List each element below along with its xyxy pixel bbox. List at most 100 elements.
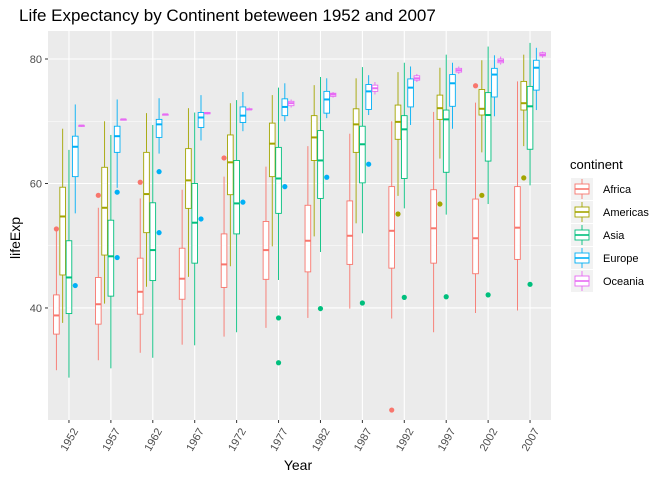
box-oceania-1992 — [413, 73, 421, 83]
box-europe-1987 — [365, 75, 372, 167]
x-tick-label: 1977 — [268, 426, 291, 453]
outlier-point — [395, 211, 401, 217]
box-europe-1967 — [197, 95, 205, 222]
legend-item-americas: Americas — [571, 201, 649, 223]
outlier-point — [472, 83, 479, 89]
box-asia-1992 — [401, 62, 408, 300]
box-africa-1982 — [304, 146, 312, 318]
legend-label: Asia — [603, 230, 625, 242]
box-asia-1982 — [317, 77, 324, 312]
outlier-point — [156, 230, 162, 236]
box-oceania-1967 — [204, 111, 211, 115]
box-americas-1957 — [101, 121, 108, 304]
box-europe-1962 — [155, 98, 163, 236]
outlier-point — [317, 305, 324, 312]
box-asia-1972 — [233, 100, 240, 333]
box-americas-1987 — [352, 78, 360, 224]
box-oceania-1977 — [287, 99, 295, 108]
box-body — [514, 186, 521, 260]
plot-panel — [48, 31, 551, 420]
box-body — [149, 202, 157, 282]
box-americas-2002 — [478, 60, 486, 198]
box-body — [472, 198, 479, 275]
outlier-point — [366, 161, 372, 167]
legend: continent Africa Americas Asia Europe Oceani… — [570, 157, 649, 292]
box-africa-2007 — [514, 81, 521, 311]
box-body — [526, 85, 534, 150]
box-body — [388, 186, 395, 269]
box-body — [233, 160, 240, 235]
box-body — [346, 200, 354, 265]
legend-title: continent — [570, 157, 623, 172]
box-body — [401, 115, 408, 179]
box-asia-2007 — [526, 42, 534, 287]
box-europe-1972 — [239, 91, 247, 205]
box-europe-1952 — [71, 104, 79, 289]
outlier-point — [156, 169, 162, 175]
box-americas-1997 — [436, 67, 444, 207]
y-axis: 40 60 80 — [30, 54, 48, 315]
box-asia-1967 — [191, 112, 198, 346]
outlier-point — [275, 360, 282, 366]
box-body — [71, 135, 79, 178]
box-africa-2002 — [472, 83, 479, 313]
box-body — [484, 92, 492, 162]
y-tick-label: 60 — [30, 178, 42, 190]
outlier-point — [324, 174, 330, 180]
box-body — [520, 80, 528, 111]
box-body — [533, 59, 540, 91]
legend-label: Oceania — [603, 276, 645, 288]
box-oceania-2007 — [539, 51, 546, 58]
x-tick-label: 1967 — [184, 426, 207, 453]
box-europe-1957 — [113, 99, 121, 261]
box-africa-1962 — [136, 179, 144, 353]
outlier-point — [479, 192, 485, 198]
box-body — [107, 219, 115, 297]
x-tick-label: 2002 — [478, 426, 501, 453]
x-axis: 1952 1957 1962 1967 1972 1977 1982 1987 1992 1997… — [59, 420, 543, 454]
box-americas-1962 — [143, 113, 150, 287]
y-axis-title: lifeExp — [7, 217, 23, 259]
box-body — [59, 186, 66, 276]
box-body — [143, 151, 150, 234]
box-body — [442, 109, 450, 173]
box-oceania-2002 — [497, 56, 504, 65]
box-oceania-1972 — [245, 107, 253, 111]
box-body — [365, 84, 372, 110]
box-body — [430, 189, 437, 264]
x-axis-title: Year — [284, 457, 313, 473]
box-americas-1992 — [394, 72, 402, 217]
box-europe-2002 — [491, 55, 498, 117]
legend-label: Europe — [603, 253, 638, 265]
box-oceania-1957 — [120, 118, 127, 121]
box-americas-1967 — [185, 108, 192, 277]
outlier-point — [437, 201, 443, 207]
legend-item-oceania: Oceania — [571, 270, 645, 292]
box-body — [304, 204, 312, 273]
outlier-point — [53, 226, 59, 232]
box-body — [317, 130, 324, 199]
box-americas-1982 — [310, 85, 318, 237]
box-europe-1992 — [407, 66, 414, 125]
box-oceania-1982 — [329, 91, 337, 98]
outlier-point — [114, 254, 120, 261]
outlier-point — [282, 184, 288, 190]
series-oceania — [78, 51, 546, 127]
outlier-point — [95, 192, 101, 198]
box-africa-1972 — [220, 155, 228, 337]
box-oceania-1962 — [162, 113, 169, 116]
box-africa-1997 — [430, 111, 437, 333]
box-asia-1957 — [107, 134, 115, 369]
outlier-point — [114, 189, 120, 195]
box-americas-1972 — [227, 103, 234, 267]
outlier-point — [527, 281, 533, 287]
box-asia-1997 — [442, 54, 450, 300]
box-body — [449, 74, 456, 107]
box-oceania-1952 — [78, 124, 85, 127]
outlier-point — [240, 199, 246, 205]
x-tick-label: 2007 — [520, 426, 543, 453]
box-europe-2007 — [533, 47, 540, 111]
box-oceania-1987 — [371, 82, 379, 95]
outlier-point — [443, 294, 449, 300]
